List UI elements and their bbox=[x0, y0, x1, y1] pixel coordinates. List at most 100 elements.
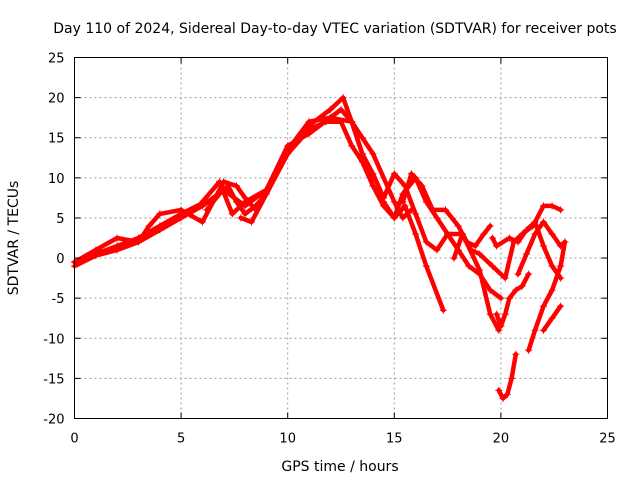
data-point-marker bbox=[233, 198, 240, 206]
data-point-marker bbox=[369, 170, 377, 178]
data-point-marker bbox=[358, 134, 366, 142]
data-point-marker bbox=[486, 222, 494, 230]
data-point-marker bbox=[224, 182, 232, 190]
data-point-marker bbox=[401, 202, 409, 210]
data-point-marker bbox=[390, 170, 398, 178]
data-point-marker bbox=[228, 210, 236, 218]
data-point-marker bbox=[548, 286, 556, 294]
x-tick-label: 20 bbox=[493, 432, 510, 447]
x-tick-label: 10 bbox=[279, 432, 296, 447]
data-point-marker bbox=[557, 302, 565, 310]
data-point-marker bbox=[450, 254, 458, 262]
data-point-marker bbox=[237, 214, 245, 222]
data-point-marker bbox=[262, 190, 270, 198]
data-point-marker bbox=[499, 394, 507, 402]
data-point-marker bbox=[220, 178, 228, 186]
data-point-marker bbox=[433, 214, 441, 222]
data-point-marker bbox=[508, 374, 516, 382]
plot-frame bbox=[74, 57, 608, 419]
chart-title: Day 110 of 2024, Sidereal Day-to-day VTE… bbox=[53, 21, 616, 37]
data-point-marker bbox=[399, 198, 407, 206]
series-layer bbox=[71, 94, 569, 402]
data-point-marker bbox=[322, 118, 330, 126]
y-tick-label: -10 bbox=[43, 332, 64, 347]
data-point-marker bbox=[198, 218, 206, 226]
data-point-marker bbox=[548, 202, 556, 210]
data-point-marker bbox=[480, 230, 488, 238]
y-tick-label: -20 bbox=[43, 413, 64, 428]
data-point-marker bbox=[476, 250, 484, 258]
data-point-marker bbox=[418, 182, 426, 190]
data-point-marker bbox=[459, 230, 466, 238]
data-point-marker bbox=[429, 206, 437, 214]
data-point-marker bbox=[216, 190, 223, 198]
data-point-marker bbox=[442, 206, 449, 214]
data-point-marker bbox=[471, 242, 479, 250]
data-point-marker bbox=[135, 238, 142, 246]
data-point-marker bbox=[518, 282, 526, 290]
data-point-marker bbox=[412, 210, 420, 218]
data-point-marker bbox=[390, 198, 398, 206]
data-point-marker bbox=[493, 310, 501, 318]
y-tick-label: 5 bbox=[56, 212, 64, 227]
data-point-marker bbox=[531, 230, 539, 238]
data-point-marker bbox=[358, 158, 366, 166]
data-point-marker bbox=[476, 270, 484, 278]
data-point-marker bbox=[525, 346, 533, 354]
data-point-marker bbox=[514, 270, 522, 278]
x-tick-label: 0 bbox=[70, 432, 78, 447]
data-point-marker bbox=[548, 262, 556, 270]
data-point-marker bbox=[501, 274, 509, 282]
data-point-marker bbox=[326, 106, 334, 114]
y-tick-label: 0 bbox=[56, 252, 64, 267]
data-point-marker bbox=[486, 286, 494, 294]
data-point-marker bbox=[497, 294, 505, 302]
data-point-marker bbox=[422, 238, 430, 246]
data-point-marker bbox=[540, 302, 547, 310]
data-point-marker bbox=[348, 142, 356, 150]
data-point-marker bbox=[561, 238, 569, 246]
data-point-marker bbox=[156, 210, 164, 218]
data-point-marker bbox=[339, 94, 347, 102]
data-point-marker bbox=[495, 386, 503, 394]
data-point-marker bbox=[557, 206, 565, 214]
y-tick-label: -15 bbox=[43, 372, 64, 387]
data-point-marker bbox=[337, 118, 345, 126]
data-point-marker bbox=[241, 210, 249, 218]
data-point-marker bbox=[523, 226, 530, 234]
series-line-sat-k bbox=[526, 239, 568, 353]
data-point-marker bbox=[531, 326, 539, 334]
data-point-marker bbox=[284, 150, 292, 158]
series-line-sat-c bbox=[72, 115, 502, 333]
data-point-marker bbox=[113, 234, 121, 242]
data-point-marker bbox=[512, 350, 520, 358]
data-point-marker bbox=[305, 126, 313, 134]
series-line-sat-f bbox=[400, 171, 493, 249]
data-point-marker bbox=[525, 270, 533, 278]
data-point-marker bbox=[203, 206, 211, 214]
data-point-marker bbox=[358, 150, 366, 158]
data-point-marker bbox=[399, 214, 407, 222]
y-tick-label: 20 bbox=[48, 92, 65, 107]
data-point-marker bbox=[514, 238, 522, 246]
y-axis-label: SDTVAR / TECUs bbox=[6, 181, 22, 296]
series-line-sat-d bbox=[238, 119, 504, 301]
data-point-marker bbox=[439, 306, 447, 314]
data-point-marker bbox=[495, 326, 503, 334]
data-point-marker bbox=[433, 246, 441, 254]
y-tick-label: 10 bbox=[48, 172, 65, 187]
data-point-marker bbox=[540, 202, 547, 210]
data-point-marker bbox=[540, 242, 547, 250]
data-point-marker bbox=[548, 314, 556, 322]
data-point-marker bbox=[523, 250, 530, 258]
data-point-marker bbox=[248, 218, 255, 226]
data-point-marker bbox=[501, 310, 509, 318]
data-point-marker bbox=[422, 262, 430, 270]
data-point-marker bbox=[305, 118, 313, 126]
data-point-marker bbox=[92, 246, 100, 254]
data-point-marker bbox=[505, 234, 513, 242]
data-point-marker bbox=[252, 202, 260, 210]
data-point-marker bbox=[540, 218, 547, 226]
data-point-marker bbox=[369, 182, 377, 190]
